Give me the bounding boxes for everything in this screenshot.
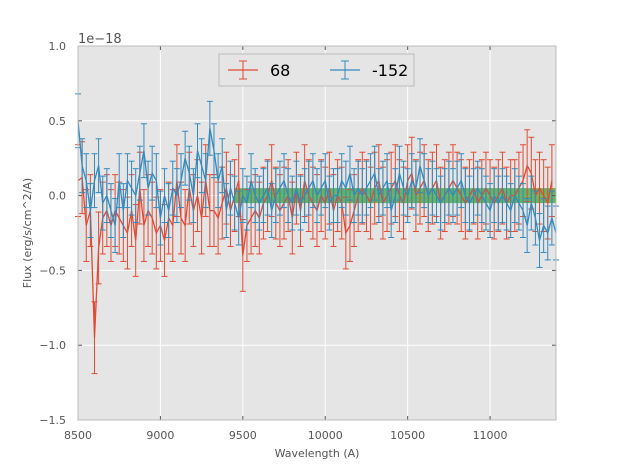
- y-tick-label: 0.0: [49, 190, 67, 203]
- legend-label: -152: [372, 61, 408, 80]
- series-1: [75, 93, 559, 268]
- legend: 68 -152: [218, 53, 415, 87]
- x-tick-label: 8500: [64, 429, 92, 442]
- series-line: [77, 163, 553, 338]
- x-tick-label: 9000: [146, 429, 174, 442]
- x-tick-label: 11000: [473, 429, 508, 442]
- x-tick-label: 10000: [308, 429, 343, 442]
- series-layer: [75, 93, 559, 375]
- y-tick-label: −0.5: [39, 264, 66, 277]
- y-axis-label: Flux (erg/s/cm^2/A): [21, 178, 34, 288]
- y-tick-label: −1.5: [39, 414, 66, 427]
- y-tick-label: 1.0: [49, 40, 67, 53]
- y-tick-label: −1.0: [39, 339, 66, 352]
- legend-label: 68: [270, 61, 290, 80]
- x-axis-label: Wavelength (A): [275, 447, 360, 460]
- x-tick-label: 10500: [390, 429, 425, 442]
- legend-entries: 68 -152: [228, 60, 408, 80]
- y-tick-label: 0.5: [49, 115, 67, 128]
- x-tick-label: 9500: [229, 429, 257, 442]
- series-line: [77, 120, 557, 241]
- offset-text: 1e−18: [78, 32, 122, 47]
- plot-frame: [77, 45, 557, 421]
- axes-layer: 8500 9000 9500 10000 10500 11000 −1.5 −1.0 −0.5 0…: [39, 40, 557, 442]
